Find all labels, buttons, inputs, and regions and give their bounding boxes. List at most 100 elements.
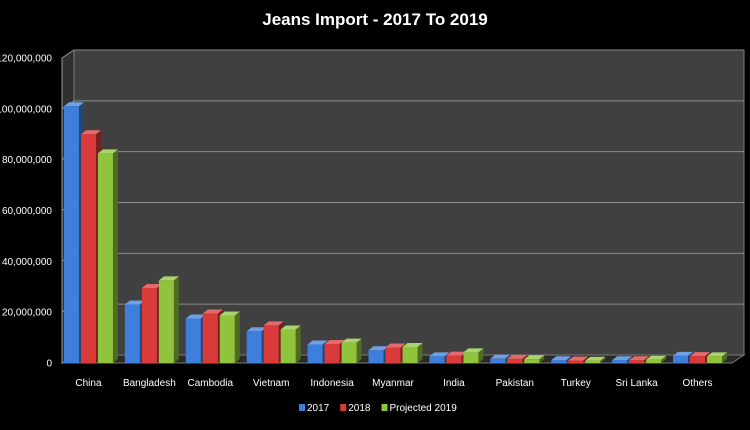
bar-top — [158, 276, 179, 281]
bar-top — [646, 355, 667, 360]
legend-label: Projected 2019 — [390, 403, 458, 414]
bar-turkey-projected-2019 — [585, 356, 606, 363]
bar-top — [307, 340, 328, 345]
x-tick-label: Cambodia — [187, 378, 233, 389]
gridline — [61, 49, 744, 59]
bar-others-projected-2019 — [707, 352, 728, 363]
y-tick-label: 60,000,000 — [2, 206, 52, 217]
bar-side — [478, 348, 484, 363]
y-tick-label: 120,000,000 — [0, 54, 52, 65]
bar-top — [280, 325, 301, 330]
bar-sri-lanka-2017 — [612, 356, 633, 363]
legend-item: 2018 — [340, 403, 371, 414]
bar-front — [158, 280, 174, 363]
bar-top — [385, 343, 406, 348]
bar-turkey-2018 — [568, 356, 589, 363]
bar-top — [568, 356, 589, 361]
bar-top — [673, 351, 694, 356]
bar-vietnam-projected-2019 — [280, 325, 301, 363]
bar-front — [524, 359, 540, 363]
legend-item: 2017 — [299, 403, 330, 414]
bar-front — [80, 134, 96, 363]
bar-side — [566, 356, 572, 363]
bar-front — [707, 356, 723, 363]
bar-top — [629, 356, 650, 361]
bar-front — [263, 325, 279, 363]
y-tick-label: 100,000,000 — [0, 104, 52, 115]
legend: 2017 2018 Projected 2019 — [299, 403, 457, 414]
bar-top — [524, 355, 545, 360]
bar-top — [368, 346, 389, 351]
x-tick-label: Pakistan — [496, 378, 534, 389]
bar-front — [368, 350, 384, 363]
bar-top — [690, 352, 711, 357]
bar-front — [490, 358, 506, 363]
bar-top — [219, 311, 240, 316]
bar-side — [417, 342, 423, 363]
bar-top — [707, 352, 728, 357]
x-tick-label: China — [75, 378, 102, 389]
bar-top — [341, 338, 362, 343]
bars — [63, 102, 728, 364]
legend-swatch — [381, 404, 388, 411]
bar-front — [246, 331, 262, 363]
bar-front — [141, 288, 157, 363]
bar-top — [585, 356, 606, 361]
bar-side — [661, 355, 667, 363]
bar-bangladesh-projected-2019 — [158, 276, 179, 363]
x-tick-label: Vietnam — [253, 378, 290, 389]
bar-side — [539, 355, 545, 363]
bar-indonesia-2018 — [324, 339, 345, 363]
bar-side — [234, 311, 240, 363]
bar-side — [722, 352, 728, 363]
bar-side — [627, 356, 633, 363]
bar-front — [202, 313, 218, 363]
bar-top — [446, 351, 467, 356]
bar-indonesia-projected-2019 — [341, 338, 362, 363]
bar-top — [429, 352, 450, 357]
legend-label: 2017 — [307, 403, 330, 414]
y-tick-label: 0 — [46, 359, 52, 370]
bar-front — [280, 329, 296, 363]
bar-front — [219, 315, 235, 363]
bar-front — [97, 153, 113, 363]
bar-front — [463, 352, 479, 363]
bar-front — [507, 358, 523, 363]
x-axis: China Bangladesh Cambodia Vietnam Indonesia M… — [75, 378, 712, 389]
bar-side — [173, 276, 179, 363]
legend-swatch — [299, 404, 305, 411]
bar-china-projected-2019 — [97, 149, 118, 363]
y-tick-label: 40,000,000 — [2, 257, 52, 268]
bar-top — [507, 354, 528, 359]
y-tick-label: 20,000,000 — [2, 308, 52, 319]
bar-side — [583, 356, 589, 363]
bar-front — [385, 347, 401, 363]
bar-front — [585, 360, 601, 363]
bar-front — [551, 360, 567, 363]
bar-top — [612, 356, 633, 361]
x-tick-label: Bangladesh — [123, 378, 176, 389]
y-tick-label: 80,000,000 — [2, 155, 52, 166]
bar-vietnam-2017 — [246, 327, 267, 363]
bar-side — [112, 149, 118, 363]
bar-front — [124, 304, 140, 363]
legend-label: 2018 — [348, 403, 371, 414]
bar-top — [97, 149, 118, 154]
bar-front — [612, 360, 628, 363]
bar-front — [629, 360, 645, 363]
legend-swatch — [340, 404, 347, 411]
bar-front — [324, 343, 340, 363]
bar-top — [463, 348, 484, 353]
bar-top — [141, 284, 162, 289]
bar-top — [202, 309, 223, 314]
bar-india-projected-2019 — [463, 348, 484, 363]
bar-front — [646, 359, 662, 363]
bar-pakistan-projected-2019 — [524, 355, 545, 363]
bar-front — [402, 346, 418, 363]
bar-front — [690, 356, 706, 363]
bar-side — [356, 338, 362, 363]
bar-top — [124, 300, 145, 305]
bar-top — [551, 356, 572, 361]
bar-front — [341, 342, 357, 363]
x-tick-label: Indonesia — [310, 378, 354, 389]
